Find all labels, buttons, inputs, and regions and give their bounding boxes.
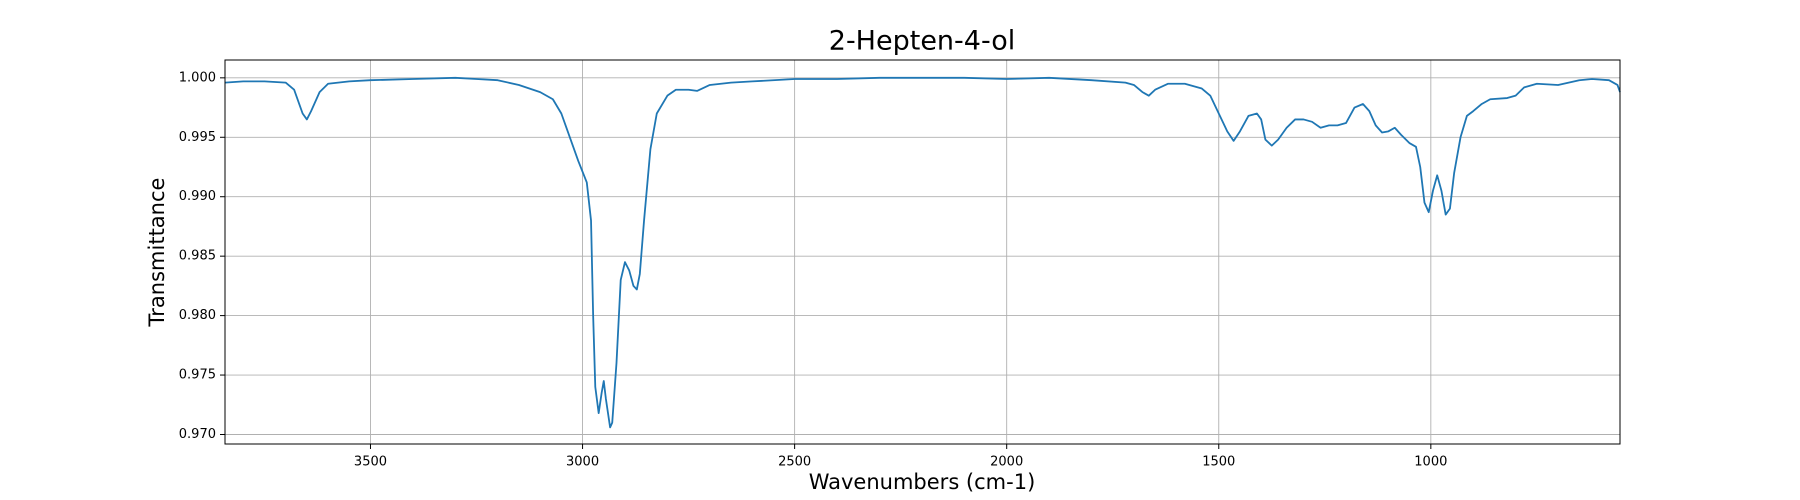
x-tick-label: 2500 [778, 455, 811, 470]
x-tick-label: 3500 [354, 455, 387, 470]
y-tick-label: 1.000 [179, 70, 216, 85]
x-tick-label: 2000 [990, 455, 1023, 470]
plot-frame [224, 59, 1621, 445]
y-tick-label: 0.975 [179, 368, 216, 383]
x-tick-label: 3000 [566, 455, 599, 470]
y-tick-label: 0.985 [179, 249, 216, 264]
spectrum-line [224, 76, 1621, 429]
chart-title: 2-Hepten-4-ol [829, 26, 1015, 57]
x-axis-label: Wavenumbers (cm-1) [809, 470, 1036, 494]
x-tick-label: 1500 [1202, 455, 1235, 470]
x-tick-label: 1000 [1414, 455, 1447, 470]
y-tick-label: 0.970 [179, 427, 216, 442]
y-tick-label: 0.995 [179, 130, 216, 145]
y-tick-label: 0.980 [179, 308, 216, 323]
y-tick-label: 0.990 [179, 189, 216, 204]
y-axis-label: Transmittance [145, 178, 169, 328]
